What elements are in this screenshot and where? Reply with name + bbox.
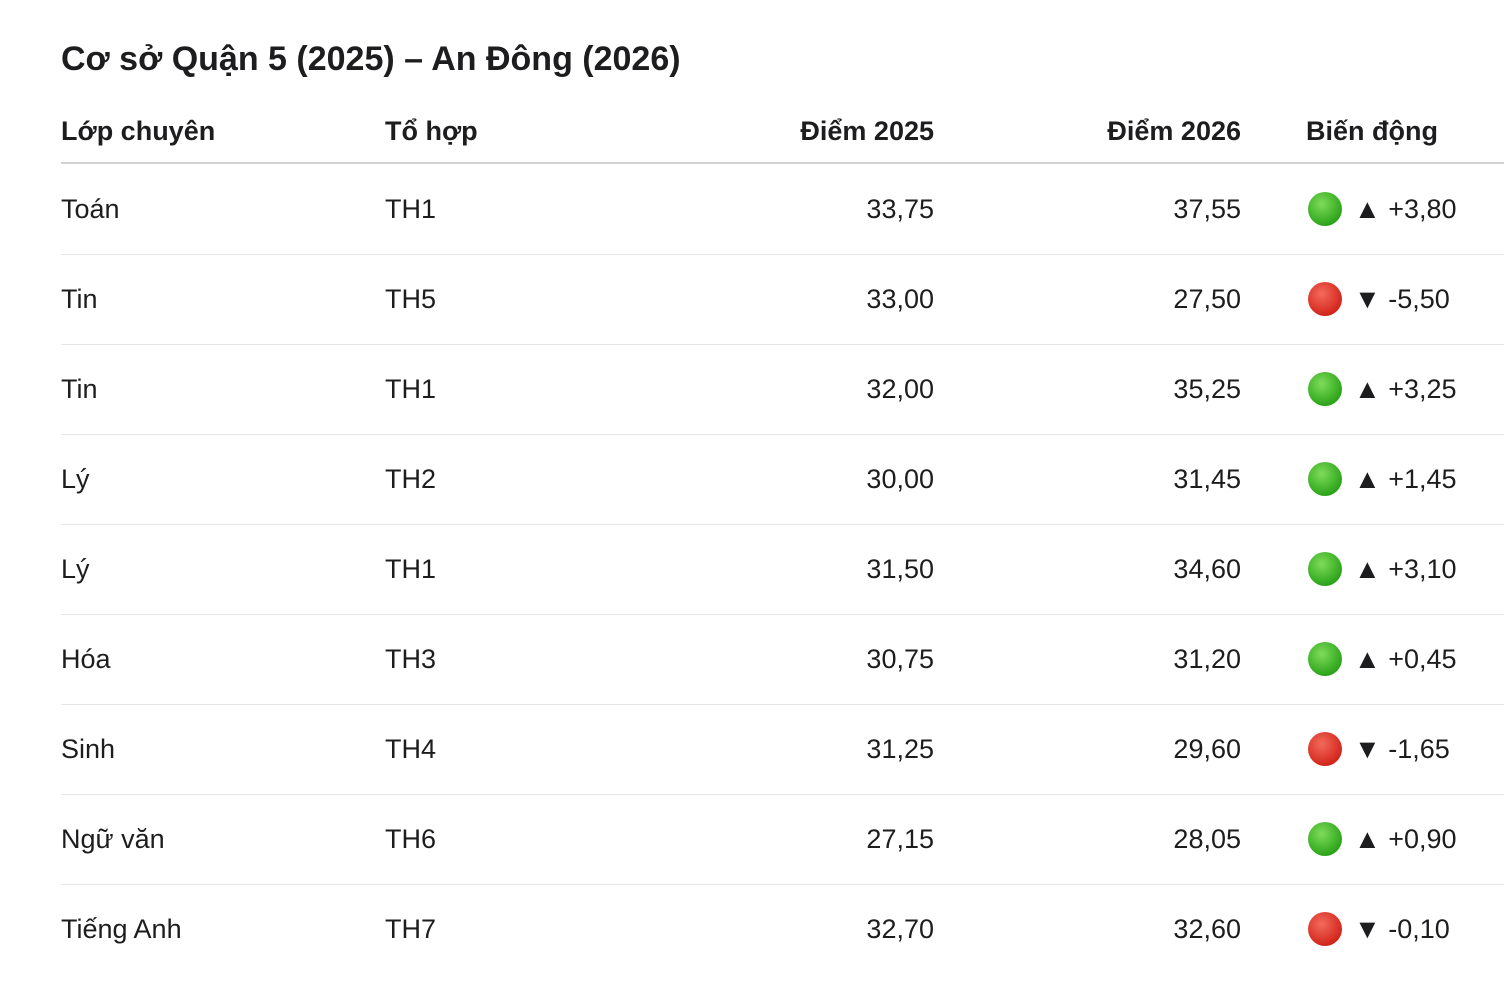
table-cell: 35,25: [1173, 374, 1241, 404]
change-cell: ▼ -5,50: [1354, 284, 1450, 314]
status-dot: [1308, 642, 1342, 676]
row-rule: [61, 794, 1504, 795]
column-header: Điểm 2025: [800, 116, 934, 146]
table-cell: TH2: [385, 464, 437, 494]
table-cell: Lý: [61, 464, 90, 494]
status-dot: [1308, 822, 1342, 856]
table-cell: 32,70: [866, 914, 934, 944]
table-cell: Tin: [61, 284, 98, 314]
table-cell: TH1: [385, 374, 437, 404]
column-header: Biến động: [1306, 116, 1438, 146]
table-cell: Hóa: [61, 644, 111, 674]
table-cell: 33,75: [866, 194, 934, 224]
row-rule: [61, 524, 1504, 525]
change-cell: ▲ +3,10: [1354, 554, 1457, 584]
table-cell: TH4: [385, 734, 437, 764]
table-cell: 37,55: [1173, 194, 1241, 224]
table-cell: TH1: [385, 194, 437, 224]
table-cell: TH1: [385, 554, 437, 584]
change-cell: ▲ +0,45: [1354, 644, 1457, 674]
column-header: Tổ hợp: [385, 116, 478, 146]
table-cell: 28,05: [1173, 824, 1241, 854]
change-cell: ▲ +1,45: [1354, 464, 1457, 494]
table-cell: 32,00: [866, 374, 934, 404]
table-cell: 30,00: [866, 464, 934, 494]
table-cell: 30,75: [866, 644, 934, 674]
status-dot: [1308, 372, 1342, 406]
table-cell: 32,60: [1173, 914, 1241, 944]
change-cell: ▲ +0,90: [1354, 824, 1457, 854]
column-header: Lớp chuyên: [61, 116, 216, 146]
table-cell: TH5: [385, 284, 437, 314]
table-cell: Tin: [61, 374, 98, 404]
status-dot: [1308, 192, 1342, 226]
table-cell: Ngữ văn: [61, 824, 165, 854]
table-cell: TH7: [385, 914, 437, 944]
status-dot: [1308, 282, 1342, 316]
row-rule: [61, 884, 1504, 885]
table-cell: Tiếng Anh: [61, 914, 182, 944]
row-rule: [61, 344, 1504, 345]
table-cell: Toán: [61, 194, 120, 224]
status-dot: [1308, 732, 1342, 766]
table-title: Cơ sở Quận 5 (2025) – An Đông (2026): [61, 40, 681, 78]
change-cell: ▲ +3,80: [1354, 194, 1457, 224]
table-cell: TH3: [385, 644, 437, 674]
table-cell: 29,60: [1173, 734, 1241, 764]
table-cell: Sinh: [61, 734, 116, 764]
row-rule: [61, 434, 1504, 435]
status-dot: [1308, 462, 1342, 496]
column-header: Điểm 2026: [1107, 116, 1241, 146]
table-cell: 27,50: [1173, 284, 1241, 314]
change-cell: ▼ -0,10: [1354, 914, 1450, 944]
row-rule: [61, 254, 1504, 255]
table-cell: 33,00: [866, 284, 934, 314]
row-rule: [61, 704, 1504, 705]
change-cell: ▲ +3,25: [1354, 374, 1457, 404]
header-rule: [61, 162, 1504, 164]
status-dot: [1308, 912, 1342, 946]
table-cell: 31,45: [1173, 464, 1241, 494]
table-cell: Lý: [61, 554, 90, 584]
status-dot: [1308, 552, 1342, 586]
change-cell: ▼ -1,65: [1354, 734, 1450, 764]
table-cell: 31,20: [1173, 644, 1241, 674]
table-cell: 34,60: [1173, 554, 1241, 584]
table-cell: TH6: [385, 824, 437, 854]
table-cell: 31,25: [866, 734, 934, 764]
table-cell: 31,50: [866, 554, 934, 584]
table-cell: 27,15: [866, 824, 934, 854]
row-rule: [61, 614, 1504, 615]
